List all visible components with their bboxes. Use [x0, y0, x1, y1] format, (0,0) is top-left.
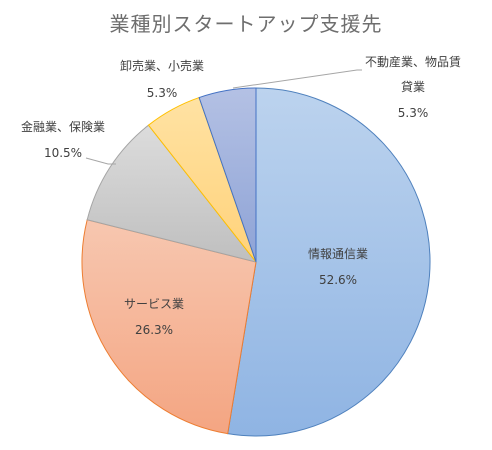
pie-slice-1 [81, 219, 257, 435]
slice-category-label-4: 貸業 [401, 79, 425, 94]
slice-category-label-2: 金融業、保険業 [21, 119, 105, 134]
leader-line-2 [85, 157, 116, 165]
slice-value-label-1: 26.3% [135, 323, 173, 337]
slice-category-label-4: 不動産業、物品賃 [365, 54, 461, 69]
leader-line-4 [232, 69, 362, 89]
slice-category-label-3: 卸売業、小売業 [120, 58, 204, 73]
pie-slice-4 [198, 87, 257, 263]
pie-slice-0 [227, 87, 431, 437]
chart-title: 業種別スタートアップ支援先 [109, 12, 383, 36]
slice-value-label-0: 52.6% [319, 273, 357, 287]
pie-slice-2 [86, 124, 258, 263]
slice-value-label-4: 5.3% [398, 106, 429, 120]
slice-category-label-0: 情報通信業 [308, 247, 368, 261]
slice-value-label-3: 5.3% [147, 86, 178, 100]
slice-category-label-1: サービス業 [124, 297, 184, 311]
slice-value-label-2: 10.5% [44, 146, 82, 160]
